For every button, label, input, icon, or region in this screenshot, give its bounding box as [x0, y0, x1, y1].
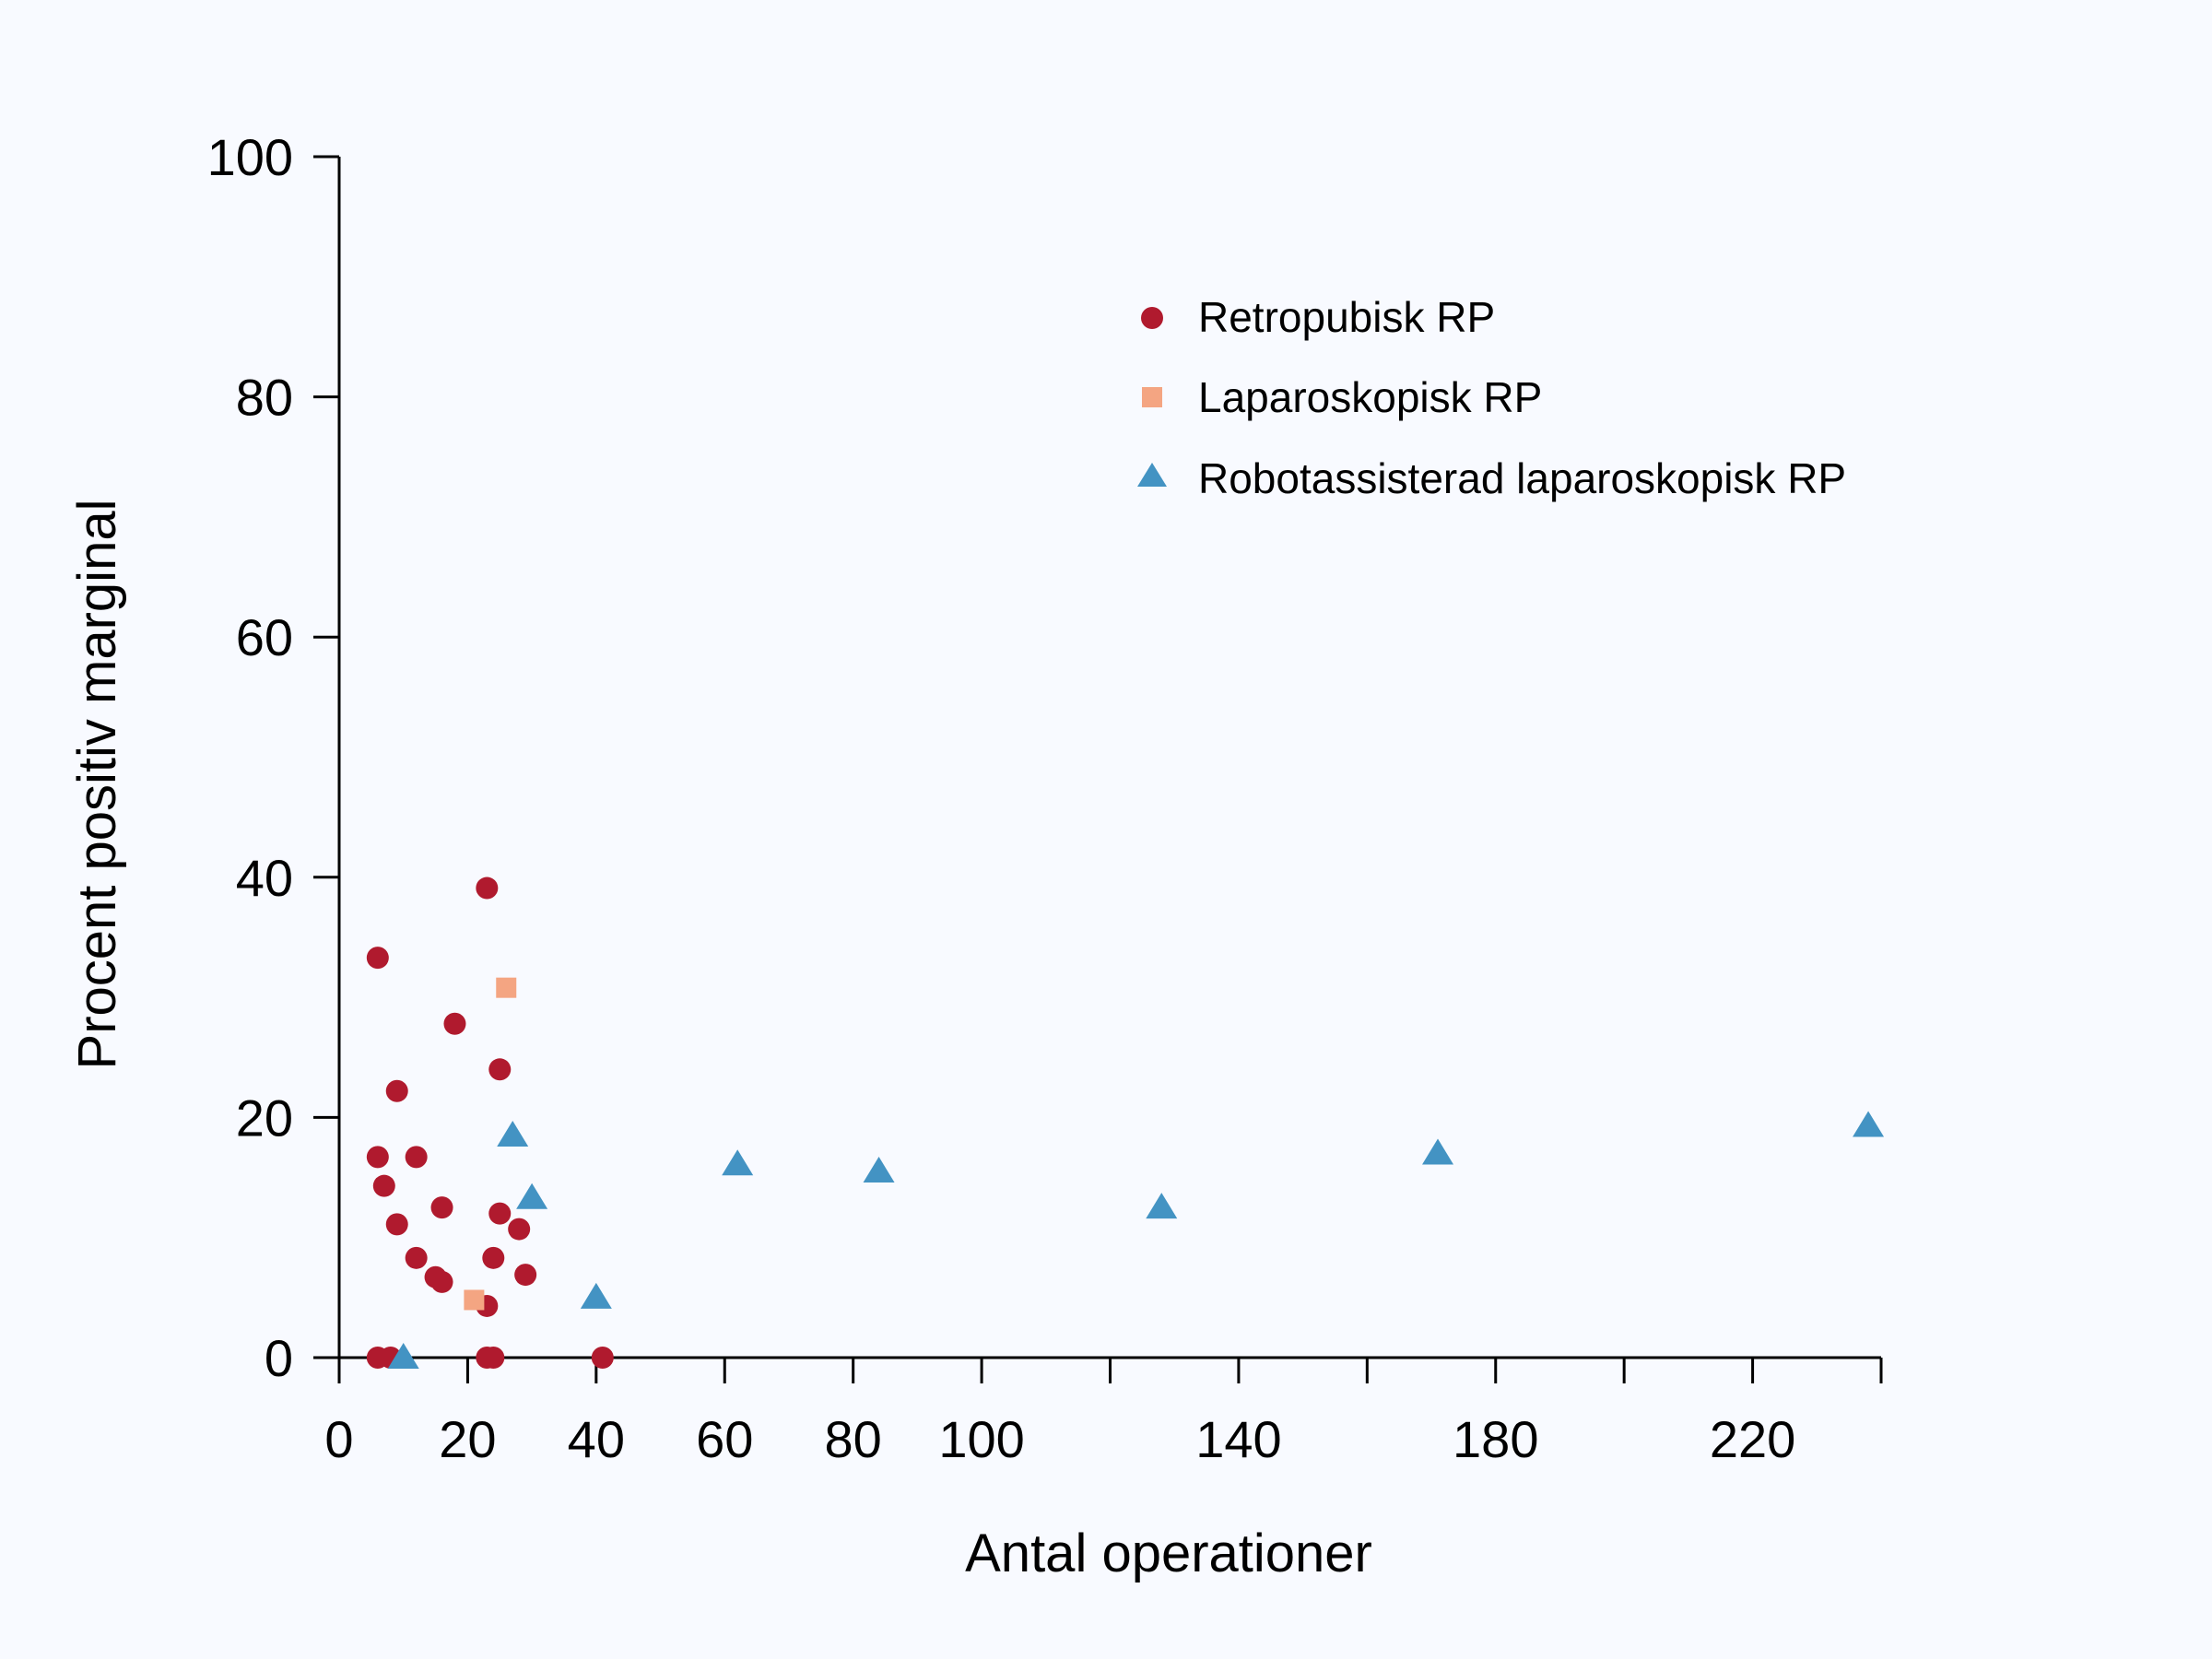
x-tick-label: 220 — [1710, 1410, 1795, 1468]
legend-label-laparoskopisk: Laparoskopisk RP — [1198, 373, 1542, 421]
data-point-square — [496, 977, 517, 998]
data-point-circle — [482, 1347, 505, 1369]
legend-item-robotassisterad: Robotassisterad laparoskopisk RP — [1137, 454, 1846, 502]
y-tick-label: 40 — [236, 849, 293, 907]
legend-marker-circle — [1141, 307, 1163, 329]
y-tick-label: 80 — [236, 369, 293, 427]
x-tick-label: 140 — [1195, 1410, 1281, 1468]
data-point-triangle — [387, 1343, 419, 1369]
y-tick-label: 100 — [207, 128, 293, 186]
data-point-circle — [366, 947, 389, 970]
legend-marker-square — [1142, 387, 1162, 407]
data-point-triangle — [722, 1149, 754, 1176]
x-axis: 0 20 40 60 80 100 140 180 220 — [324, 1356, 1883, 1468]
data-point-circle — [488, 1202, 512, 1225]
x-tick-label: 80 — [825, 1410, 882, 1468]
data-point-circle — [430, 1270, 453, 1293]
data-point-circle — [372, 1174, 395, 1197]
data-point-circle — [508, 1218, 531, 1241]
data-point-triangle — [497, 1120, 529, 1147]
legend-label-robotassisterad: Robotassisterad laparoskopisk RP — [1198, 454, 1846, 502]
data-point-triangle — [580, 1282, 612, 1309]
data-point-square — [464, 1289, 485, 1311]
y-axis-title: Procent positiv marginal — [67, 500, 127, 1070]
data-point-circle — [430, 1196, 453, 1219]
data-point-circle — [405, 1246, 428, 1269]
data-point-triangle — [516, 1182, 548, 1209]
y-axis: 0 20 40 60 80 100 — [207, 128, 341, 1387]
data-point-triangle — [1853, 1111, 1885, 1137]
x-tick-label: 0 — [324, 1410, 353, 1468]
legend-marker-triangle — [1137, 463, 1167, 487]
data-point-circle — [366, 1146, 389, 1169]
data-point-circle — [443, 1012, 466, 1035]
legend: Retropubisk RP Laparoskopisk RP Robotass… — [1137, 293, 1846, 502]
data-point-circle — [385, 1079, 408, 1102]
data-point-circle — [476, 877, 499, 900]
y-tick-label: 0 — [265, 1329, 293, 1387]
x-tick-label: 180 — [1453, 1410, 1538, 1468]
x-tick-label: 60 — [696, 1410, 753, 1468]
x-tick-label: 40 — [568, 1410, 625, 1468]
data-point-triangle — [1146, 1193, 1178, 1219]
data-point-circle — [482, 1246, 505, 1269]
data-point-circle — [488, 1058, 512, 1081]
data-point-circle — [385, 1213, 408, 1236]
data-point-triangle — [1422, 1138, 1454, 1165]
y-tick-label: 20 — [236, 1088, 293, 1147]
x-tick-label: 20 — [439, 1410, 496, 1468]
x-axis-title: Antal operationer — [965, 1524, 1372, 1583]
data-point-circle — [405, 1146, 428, 1169]
data-point-circle — [514, 1264, 537, 1287]
legend-item-retropubisk: Retropubisk RP — [1141, 293, 1495, 341]
x-tick-label: 100 — [938, 1410, 1024, 1468]
legend-label-retropubisk: Retropubisk RP — [1198, 293, 1495, 341]
legend-item-laparoskopisk: Laparoskopisk RP — [1142, 373, 1542, 421]
data-point-triangle — [863, 1157, 895, 1183]
data-point-circle — [591, 1347, 614, 1369]
data-points — [366, 877, 1885, 1369]
y-tick-label: 60 — [236, 608, 293, 666]
